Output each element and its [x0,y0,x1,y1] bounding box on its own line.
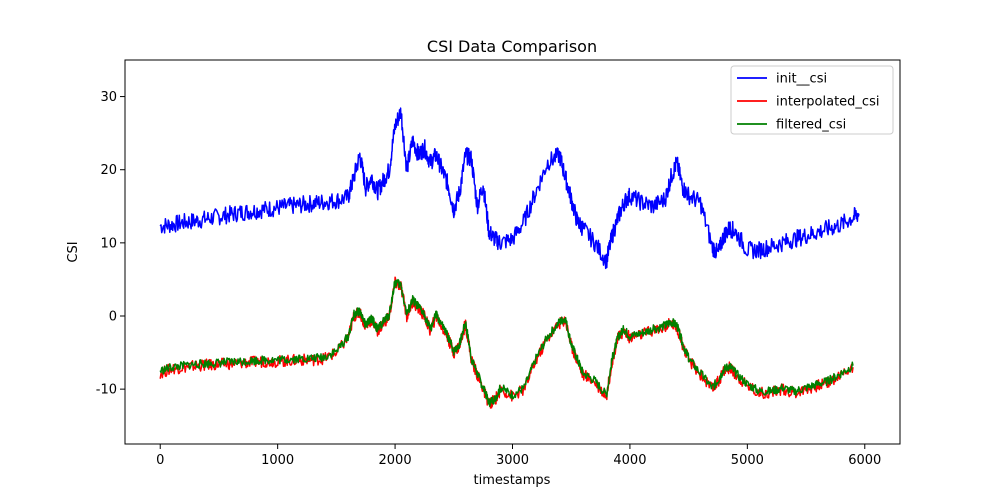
x-tick-label: 4000 [613,453,646,468]
x-tick-label: 3000 [496,453,529,468]
series-layer [159,107,860,409]
y-tick-label: 0 [109,310,117,325]
legend-label-interpolated_csi: interpolated_csi [776,95,879,110]
legend-label-init__csi: init__csi [776,72,827,87]
series-line-filtered_csi [159,278,854,407]
plot-area [124,59,901,445]
y-tick-label: 30 [100,90,117,105]
x-tick-label: 6000 [848,453,881,468]
series-line-init__csi [159,107,860,270]
x-tick-label: 5000 [731,453,764,468]
legend: init__csi interpolated_csi filtered_csi [730,65,894,135]
x-tick-label: 0 [156,453,164,468]
legend-box [730,65,894,135]
y-axis-label: CSI [66,241,81,262]
legend-label-filtered_csi: filtered_csi [776,118,846,133]
chart-title: CSI Data Comparison [427,37,597,56]
x-axis-label: timestamps [474,473,551,488]
y-tick-label: -10 [96,383,117,398]
x-tick-label: 2000 [379,453,412,468]
y-axis-ticks: -10 0 10 20 30 [96,90,125,398]
y-tick-label: 20 [100,163,117,178]
x-axis-ticks: 0 1000 2000 3000 4000 5000 6000 [156,444,881,468]
x-tick-label: 1000 [261,453,294,468]
y-tick-label: 10 [100,236,117,251]
